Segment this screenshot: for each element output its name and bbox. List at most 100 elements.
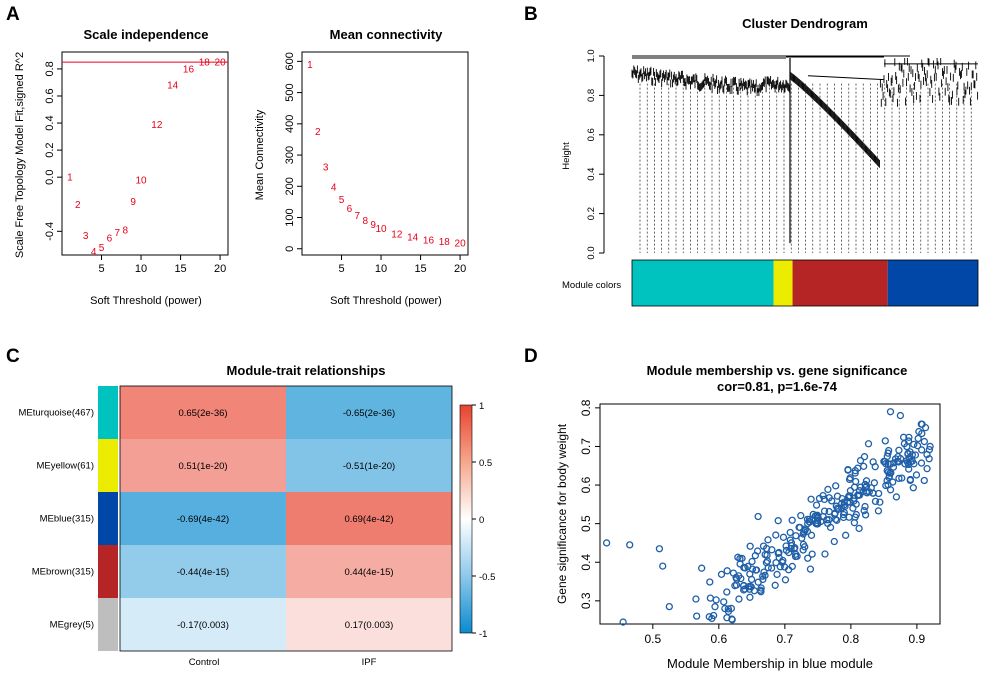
scale-point-1: 1 (67, 173, 73, 184)
scatter-point (788, 516, 796, 524)
scatter-point (709, 611, 718, 620)
scatter-point (792, 532, 800, 540)
dendro-ytick-label: 0.8 (586, 89, 597, 102)
module-color-bar (631, 259, 979, 307)
membership-scatter: Module membership vs. gene significance … (555, 363, 941, 671)
scatter-point (841, 531, 850, 539)
conn-point-4: 4 (331, 183, 337, 194)
scatter-point (869, 458, 877, 466)
scatter-point (908, 457, 916, 465)
scale-ytick-label: 0.6 (44, 88, 56, 103)
scatter-point (926, 442, 934, 451)
scatter-point (774, 517, 782, 525)
scatter-point (760, 568, 768, 576)
conn-ytick-label: 500 (284, 83, 296, 101)
scatter-point (798, 534, 806, 542)
scatter-point (871, 497, 880, 506)
conn-xtick-label: 20 (454, 263, 466, 275)
scatter-point (830, 510, 839, 518)
scatter-point (825, 494, 833, 502)
heatmap-cell (120, 598, 286, 651)
heatmap-cell (286, 492, 452, 545)
scatter-point (815, 494, 824, 503)
scale-point-6: 6 (107, 234, 113, 245)
scatter-ytick-label: 0.8 (579, 399, 593, 416)
scatter-point (626, 541, 634, 549)
scatter-point (850, 519, 859, 527)
row-color-MEyellow(61) (98, 439, 118, 492)
scatter-point (861, 511, 870, 519)
scatter-point (911, 451, 920, 459)
scatter-point (891, 455, 900, 463)
conn-point-6: 6 (347, 204, 353, 215)
scatter-point (906, 475, 915, 484)
scatter-point (860, 506, 868, 515)
conn-xtick-label: 10 (375, 263, 387, 275)
scatter-ylabel: Gene significance for body weight (555, 423, 569, 604)
scatter-points (602, 408, 934, 626)
scatter-point (833, 492, 842, 500)
scale-ylabel: Scale Free Topology Model Fit,signed R^2 (14, 52, 26, 258)
scatter-point (762, 559, 771, 567)
scatter-point (787, 545, 795, 553)
scatter-point (923, 450, 931, 459)
heatmap-cell-label: 0.69(4e-42) (344, 514, 393, 525)
scatter-point (751, 551, 759, 560)
scatter-point (746, 593, 754, 601)
conn-ylabel: Mean Connectivity (254, 109, 266, 200)
dendro-ytick-label: 1.0 (586, 49, 597, 62)
scatter-point (737, 574, 745, 583)
scatter-point (850, 483, 859, 491)
scatter-ytick-label: 0.5 (579, 515, 593, 532)
row-label: MEturquoise(467) (18, 408, 94, 419)
scatter-point (898, 474, 906, 482)
scale-xtick-label: 15 (174, 263, 186, 275)
scatter-point (820, 495, 829, 504)
heatmap-cell-label: 0.44(4e-15) (344, 567, 393, 578)
scatter-point (739, 582, 748, 590)
scatter-point (831, 515, 840, 524)
scatter-point (761, 571, 769, 580)
dendro-ylabel: Height (561, 142, 572, 170)
scatter-point (723, 567, 731, 575)
row-label: MEyellow(61) (36, 461, 94, 472)
scatter-point (767, 564, 776, 572)
scatter-point (693, 612, 701, 620)
panel-label-a: A (6, 4, 20, 25)
scale-point-20: 20 (215, 58, 227, 69)
heatmap-cell (120, 386, 286, 439)
scale-plot-box (61, 51, 229, 256)
heatmap-frame (119, 385, 453, 652)
scatter-point (717, 570, 726, 579)
scatter-point (832, 502, 840, 510)
scatter-point (833, 516, 841, 524)
heatmap-col-control: Control (189, 657, 220, 668)
scale-ytick-label: 0.0 (44, 170, 56, 185)
conn-point-20: 20 (455, 239, 467, 250)
panel-label-c: C (6, 346, 20, 367)
scale-point-10: 10 (135, 175, 147, 186)
scatter-point (779, 533, 788, 541)
scatter-point (824, 485, 832, 494)
scatter-point (752, 566, 761, 574)
heatmap-cell (286, 545, 452, 598)
heatmap-title: Module-trait relationships (227, 363, 386, 378)
scale-point-9: 9 (130, 197, 136, 208)
scatter-point (883, 476, 891, 485)
scale-xlabel: Soft Threshold (power) (90, 295, 202, 307)
scatter-point (904, 458, 912, 467)
scatter-point (698, 564, 706, 572)
conn-point-2: 2 (315, 127, 321, 138)
scatter-point (884, 446, 893, 455)
conn-point-14: 14 (407, 233, 419, 244)
scatter-point (727, 604, 736, 613)
heatmap-legend-bar (459, 404, 473, 634)
heatmap-cell (286, 439, 452, 492)
scale-point-2: 2 (75, 200, 81, 211)
scatter-point (876, 498, 884, 506)
scatter-point (912, 471, 921, 479)
scatter-title: Module membership vs. gene significance (647, 363, 908, 378)
scatter-point (860, 453, 869, 461)
scatter-point (813, 520, 822, 528)
scatter-point (824, 519, 832, 528)
